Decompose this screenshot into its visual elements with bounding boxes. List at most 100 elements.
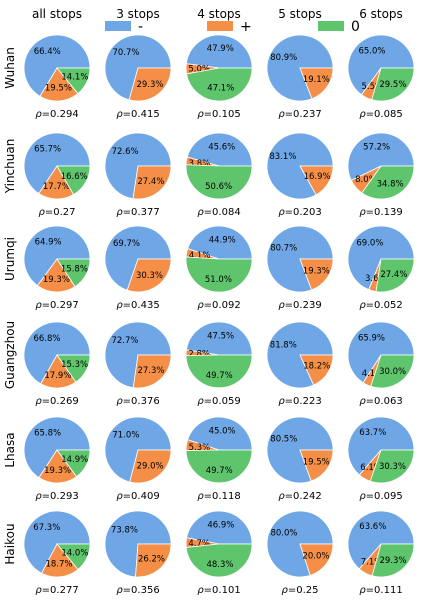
pie-slice — [347, 132, 415, 181]
row-label: Wuhan — [3, 47, 17, 89]
rho-symbol: ρ — [197, 585, 204, 596]
rho-label: ρ=0.111 — [359, 585, 402, 596]
rho-label: ρ=0.277 — [35, 585, 78, 596]
pie-slice — [56, 354, 91, 383]
pie-slice — [23, 321, 91, 385]
slice-label: 18.2% — [303, 362, 330, 372]
rho-label: ρ=0.242 — [278, 491, 321, 502]
rho-label: ρ=0.415 — [116, 109, 159, 120]
pie-slice — [299, 449, 334, 482]
rho-symbol: ρ — [197, 300, 204, 311]
pie-slice — [299, 165, 334, 196]
slice-label: 3.8% — [189, 159, 211, 169]
rho-label: ρ=0.297 — [35, 300, 78, 311]
slice-label: 66.4% — [34, 47, 61, 57]
rho-symbol: ρ — [359, 491, 366, 502]
pie-slice — [299, 543, 334, 576]
slice-label: 49.7% — [206, 371, 233, 381]
rho-label: ρ=0.063 — [359, 396, 402, 407]
slice-label: 65.7% — [34, 145, 61, 155]
slice-label: 29.3% — [136, 80, 163, 90]
slice-label: 69.7% — [113, 239, 140, 249]
pie-slice — [185, 256, 253, 293]
rho-label: ρ=0.356 — [116, 585, 159, 596]
rho-symbol: ρ — [197, 109, 204, 120]
row-label: Guangzhou — [3, 321, 17, 389]
slice-label: 83.1% — [269, 152, 296, 162]
slice-label: 66.8% — [33, 334, 60, 344]
slice-label: 14.0% — [61, 548, 88, 558]
slice-label: 18.7% — [45, 560, 72, 570]
slice-label: 4.7% — [188, 539, 210, 549]
rho-label: ρ=0.139 — [359, 207, 402, 218]
slice-label: 5.3% — [189, 443, 211, 453]
rho-label: ρ=0.409 — [116, 491, 159, 502]
rho-symbol: ρ — [197, 491, 204, 502]
rho-symbol: ρ — [35, 300, 42, 311]
rho-value: =0.139 — [366, 207, 403, 218]
pie-slice — [56, 67, 91, 95]
pie-slice — [299, 354, 334, 386]
rho-label: ρ=0.294 — [35, 109, 78, 120]
row-label: Lhasa — [3, 432, 17, 467]
pie-slice — [371, 67, 415, 102]
slice-label: 46.9% — [207, 520, 234, 530]
rho-value: =0.092 — [204, 300, 241, 311]
rho-symbol: ρ — [278, 300, 285, 311]
rho-label: ρ=0.118 — [197, 491, 240, 502]
slice-label: 3.6% — [365, 274, 387, 284]
rho-value: =0.052 — [366, 300, 403, 311]
pie-slice — [132, 354, 172, 389]
column-header: all stops — [32, 7, 82, 21]
pie-slice — [369, 449, 415, 484]
rho-symbol: ρ — [281, 585, 288, 596]
rho-value: =0.27 — [45, 207, 76, 218]
rho-label: ρ=0.084 — [197, 207, 240, 218]
pie-slice — [56, 449, 91, 478]
rho-symbol: ρ — [359, 109, 366, 120]
slice-label: 19.3% — [44, 466, 71, 476]
rho-value: =0.377 — [123, 207, 160, 218]
legend-label: + — [240, 19, 252, 35]
slice-label: 73.8% — [111, 526, 138, 536]
pie-slice — [104, 225, 172, 291]
slice-label: 69.0% — [356, 239, 383, 249]
pie-slice — [361, 165, 415, 200]
slice-label: 6.1% — [360, 463, 382, 473]
slice-label: 7.1% — [361, 557, 383, 567]
rho-value: =0.063 — [366, 396, 403, 407]
pie-slice — [23, 225, 91, 287]
slice-label: 29.5% — [379, 80, 406, 90]
rho-value: =0.101 — [204, 585, 241, 596]
rho-symbol: ρ — [116, 207, 123, 218]
rho-label: ρ=0.095 — [359, 491, 402, 502]
slice-label: 80.7% — [270, 244, 297, 254]
rho-value: =0.25 — [288, 585, 319, 596]
rho-label: ρ=0.237 — [278, 109, 321, 120]
pie-slice — [23, 416, 91, 479]
slice-label: 80.0% — [270, 528, 297, 538]
rho-value: =0.409 — [123, 491, 160, 502]
rho-value: =0.085 — [366, 109, 403, 120]
slice-label: 30.3% — [136, 271, 163, 281]
pie-slice — [39, 67, 79, 102]
slice-label: 81.8% — [270, 340, 297, 350]
slice-label: 16.9% — [304, 172, 331, 182]
slice-label: 47.5% — [207, 331, 234, 341]
pie-slice — [135, 543, 172, 578]
rho-value: =0.297 — [42, 300, 79, 311]
rho-symbol: ρ — [38, 207, 45, 218]
legend-label: - — [138, 19, 143, 35]
rho-label: ρ=0.239 — [278, 300, 321, 311]
rho-value: =0.095 — [366, 491, 403, 502]
pie-slice — [38, 449, 78, 484]
slice-label: 5.5% — [361, 82, 383, 92]
rho-value: =0.105 — [204, 109, 241, 120]
pie-slice — [347, 225, 415, 291]
rho-label: ρ=0.085 — [359, 109, 402, 120]
rho-label: ρ=0.293 — [35, 491, 78, 502]
rho-label: ρ=0.105 — [197, 109, 240, 120]
column-header: 4 stops — [197, 7, 241, 21]
pie-slice — [185, 543, 253, 578]
